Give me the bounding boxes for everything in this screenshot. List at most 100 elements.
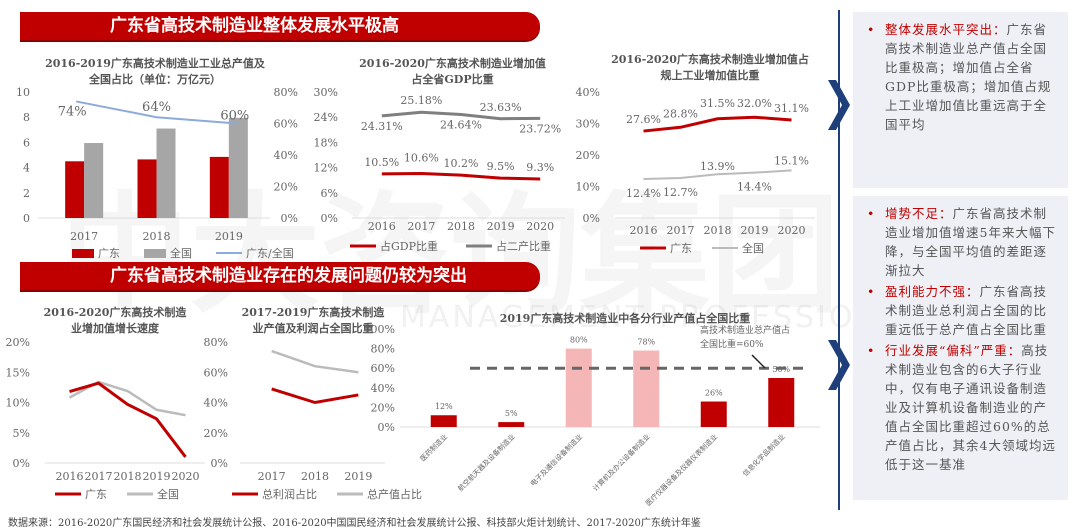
x-tick-label: 2020 bbox=[778, 224, 806, 237]
chart-title-1: 2016-2019广东高技术制造业工业总产值及全国占比（单位：万亿元） bbox=[45, 57, 265, 86]
summary-panel-1: 整体发展水平突出：广东省高技术制造业总产值占全国比重极高；增加值占全省GDP比重… bbox=[853, 12, 1068, 188]
data-label: 31.5% bbox=[700, 97, 735, 110]
watermark-sub: MANAGEMENT PROFESSIONAL bbox=[400, 300, 925, 335]
data-label: 74% bbox=[58, 104, 87, 119]
summary-panel-2: 增势不足：广东省高技术制造业增加值增速5年来大幅下降，与全国平均值的差距逐渐拉大… bbox=[853, 196, 1068, 500]
y-tick-label: 24% bbox=[314, 111, 338, 124]
y-tick-label: 6 bbox=[23, 136, 30, 149]
x-tick-label: 2018 bbox=[114, 470, 142, 483]
reference-annotation: 全国比重=60% bbox=[700, 338, 764, 350]
x-tick-label: 2018 bbox=[301, 470, 329, 483]
y-tick-label: 20% bbox=[6, 336, 30, 349]
series-line-全国 bbox=[643, 169, 792, 180]
data-label: 31.1% bbox=[774, 102, 809, 115]
chart-title-2: 2016-2020广东高技术制造业增加值占全省GDP比重 bbox=[359, 57, 546, 86]
bar-guangdong bbox=[209, 156, 229, 218]
bar-national bbox=[228, 117, 248, 218]
data-label: 10.6% bbox=[404, 151, 439, 164]
data-label: 60% bbox=[220, 109, 249, 124]
x-tick-label: 2016 bbox=[56, 470, 84, 483]
y-tick-label: 20% bbox=[371, 401, 395, 414]
legend-label: 广东/全国 bbox=[246, 246, 294, 260]
y-tick-label: 10% bbox=[576, 181, 600, 194]
category-label: 信息化学品制造业 bbox=[741, 432, 787, 478]
data-label: 10.5% bbox=[364, 156, 399, 169]
x-tick-label: 2018 bbox=[704, 224, 732, 237]
x-tick-label: 2018 bbox=[143, 230, 171, 243]
legend-label: 占二产比重 bbox=[496, 239, 551, 253]
x-tick-label: 2016 bbox=[630, 224, 658, 237]
y-tick-label: 60% bbox=[204, 366, 228, 379]
data-label: 15.1% bbox=[774, 154, 809, 167]
data-label: 9.5% bbox=[487, 160, 515, 173]
data-label: 64% bbox=[142, 100, 171, 115]
y-tick-label: 40% bbox=[576, 86, 600, 99]
data-label: 23.72% bbox=[519, 122, 561, 135]
bar-0 bbox=[430, 415, 457, 427]
bar-national bbox=[156, 128, 176, 218]
legend-swatch bbox=[72, 249, 94, 258]
legend-label: 总利润占比 bbox=[262, 487, 317, 501]
category-label: 航空航天器及设备制造业 bbox=[456, 432, 517, 493]
y2-tick-label: 40% bbox=[274, 149, 298, 162]
y-tick-label: 30% bbox=[576, 118, 600, 131]
y-tick-label: 12% bbox=[314, 162, 338, 175]
x-tick-label: 2019 bbox=[487, 220, 515, 233]
legend-label: 全国 bbox=[157, 487, 179, 501]
data-label: 13.9% bbox=[700, 160, 735, 173]
series-line-占二产比重 bbox=[381, 110, 541, 121]
bar-guangdong bbox=[137, 159, 157, 218]
bullet-head: 整体发展水平突出： bbox=[885, 22, 1007, 37]
x-tick-label: 2017 bbox=[85, 470, 113, 483]
series-line-总产值占比 bbox=[271, 349, 359, 374]
section-banner-2: 广东省高技术制造业存在的发展问题仍较为突出 bbox=[20, 262, 540, 290]
y-tick-label: 60% bbox=[371, 362, 395, 375]
y-tick-label: 20% bbox=[204, 427, 228, 440]
category-label: 医药制造业 bbox=[418, 432, 449, 463]
bullet-body: 高技术制造业包含的6大子行业中，仅有电子通讯设备制造业及计算机设备制造业的产值占… bbox=[885, 343, 1056, 472]
chart-title-3: 2016-2020广东高技术制造业增加值占规上工业增加值比重 bbox=[611, 53, 809, 82]
y-tick-label: 0% bbox=[378, 421, 395, 434]
y-tick-label: 8 bbox=[23, 111, 30, 124]
legend-label: 广东 bbox=[670, 242, 692, 255]
legend-label: 全国 bbox=[170, 246, 192, 260]
bullet-item: 盈利能力不强：广东省高技术制造业总利润占全国的比重远低于总产值占全国比重 bbox=[865, 282, 1058, 339]
y-tick-label: 4 bbox=[23, 162, 30, 175]
bullet-item: 增势不足：广东省高技术制造业增加值增速5年来大幅下降，与全国平均值的差距逐渐拉大 bbox=[865, 204, 1058, 280]
x-tick-label: 2016 bbox=[368, 220, 396, 233]
y-tick-label: 10% bbox=[6, 397, 30, 410]
data-label: 24.31% bbox=[361, 120, 403, 133]
chevron-right-icon bbox=[828, 340, 850, 390]
data-label: 78% bbox=[637, 338, 655, 347]
watermark: 中大咨询集团 bbox=[60, 179, 841, 331]
data-label: 24.64% bbox=[440, 119, 482, 132]
y-tick-label: 40% bbox=[204, 397, 228, 410]
bullet-head: 盈利能力不强： bbox=[885, 284, 980, 299]
data-source: 数据来源：2016-2020广东国民经济和社会发展统计公报、2016-2020中… bbox=[8, 518, 701, 529]
bar-2 bbox=[565, 348, 592, 427]
chevron-right-icon bbox=[828, 80, 850, 130]
chart-title-6: 2019广东高技术制造业中各分行业产值占全国比重 bbox=[499, 312, 751, 325]
data-label: 32.0% bbox=[737, 97, 772, 110]
data-label: 12.7% bbox=[663, 186, 698, 199]
x-tick-label: 2017 bbox=[258, 470, 286, 483]
data-label: 9.3% bbox=[526, 161, 554, 174]
x-tick-label: 2017 bbox=[667, 224, 695, 237]
x-tick-label: 2018 bbox=[447, 220, 475, 233]
bullet-item: 整体发展水平突出：广东省高技术制造业总产值占全国比重极高；增加值占全省GDP比重… bbox=[865, 20, 1058, 134]
y-tick-label: 20% bbox=[576, 149, 600, 162]
y-tick-label: 10 bbox=[16, 86, 30, 99]
bar-guangdong bbox=[65, 161, 85, 218]
bullet-body: 广东省高技术制造业总利润占全国的比重远低于总产值占全国比重 bbox=[885, 284, 1048, 337]
category-label: 医疗仪器设备及仪器仪表制造业 bbox=[644, 432, 720, 508]
chart-title-4: 2016-2020广东高技术制造业增加值增长速度 bbox=[43, 306, 187, 335]
category-label: 计算机及办公设备制造业 bbox=[591, 432, 652, 493]
data-label: 12% bbox=[435, 402, 453, 411]
legend-label: 全国 bbox=[742, 241, 764, 255]
bar-1 bbox=[498, 422, 525, 427]
category-label: 电子及通信设备制造业 bbox=[528, 432, 584, 488]
y-tick-label: 0 bbox=[23, 212, 30, 225]
y-tick-label: 6% bbox=[321, 187, 338, 200]
data-label: 5% bbox=[505, 409, 518, 418]
section-banner-1: 广东省高技术制造业整体发展水平极高 bbox=[20, 12, 540, 40]
